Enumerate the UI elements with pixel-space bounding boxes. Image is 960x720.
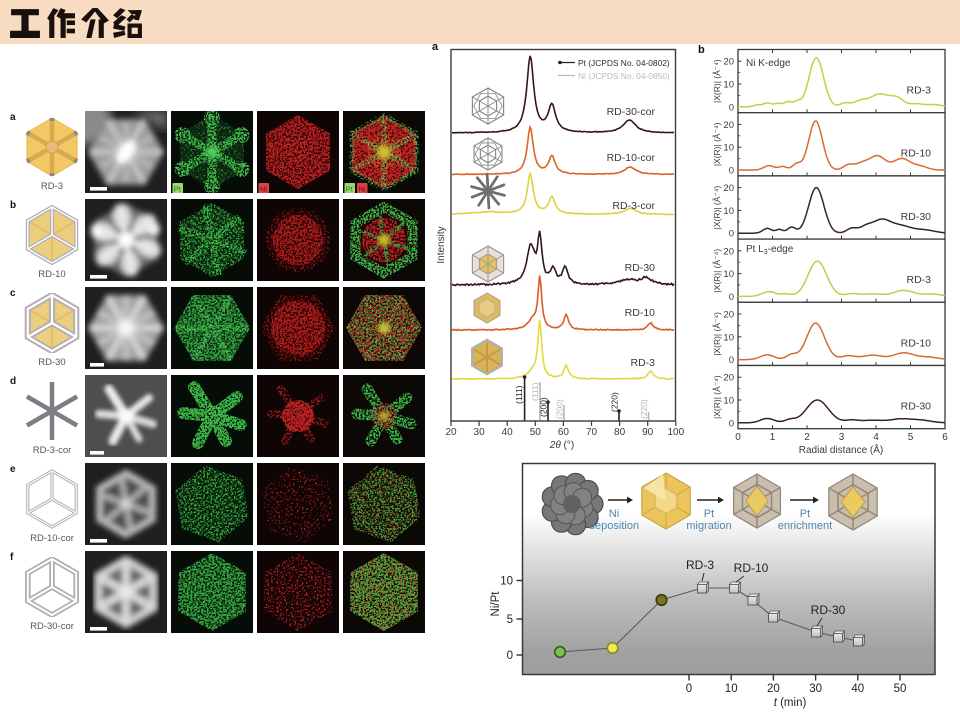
- svg-text:100: 100: [667, 427, 684, 438]
- svg-text:RD-3: RD-3: [686, 558, 714, 572]
- svg-text:2: 2: [804, 432, 810, 443]
- svg-text:20: 20: [723, 310, 734, 321]
- svg-text:10: 10: [725, 683, 738, 695]
- svg-text:0: 0: [686, 683, 692, 695]
- svg-text:1: 1: [770, 432, 776, 443]
- svg-text:RD-30: RD-30: [811, 603, 846, 617]
- svg-text:|X(R)| (Å⁻⁴): |X(R)| (Å⁻⁴): [712, 312, 722, 356]
- svg-text:|X(R)| (Å⁻⁴): |X(R)| (Å⁻⁴): [712, 59, 722, 103]
- svg-text:(200): (200): [539, 397, 549, 417]
- svg-text:RD-3-cor: RD-3-cor: [612, 200, 655, 212]
- svg-text:10: 10: [723, 396, 734, 407]
- svg-text:t (min): t (min): [774, 697, 807, 709]
- svg-text:Ni/Pt: Ni/Pt: [490, 591, 502, 617]
- svg-text:Pt: Pt: [800, 508, 810, 520]
- svg-text:enrichment: enrichment: [778, 520, 832, 532]
- svg-text:20: 20: [723, 57, 734, 68]
- svg-text:5: 5: [507, 614, 513, 626]
- svg-text:10: 10: [500, 576, 513, 588]
- svg-text:0: 0: [729, 418, 734, 429]
- svg-text:Ni K-edge: Ni K-edge: [746, 58, 791, 69]
- svg-text:RD-3: RD-3: [906, 274, 931, 286]
- svg-text:Ni: Ni: [260, 185, 267, 194]
- svg-text:10: 10: [723, 206, 734, 217]
- svg-text:RD-3: RD-3: [906, 85, 931, 97]
- svg-text:0: 0: [507, 650, 513, 662]
- svg-text:20: 20: [723, 183, 734, 194]
- svg-text:10: 10: [723, 332, 734, 343]
- svg-text:70: 70: [586, 427, 598, 438]
- svg-text:0: 0: [729, 292, 734, 303]
- svg-text:Ni: Ni: [359, 185, 366, 194]
- svg-text:Ni: Ni: [609, 508, 619, 520]
- svg-text:2θ (°): 2θ (°): [549, 440, 574, 451]
- svg-text:3: 3: [839, 432, 845, 443]
- svg-text:RD-10: RD-10: [901, 148, 932, 160]
- svg-text:30: 30: [474, 427, 486, 438]
- svg-text:10: 10: [723, 143, 734, 154]
- svg-text:40: 40: [502, 427, 514, 438]
- svg-text:Pt: Pt: [704, 508, 714, 520]
- svg-text:30: 30: [809, 683, 822, 695]
- svg-text:(111): (111): [530, 382, 540, 401]
- svg-text:5: 5: [908, 432, 914, 443]
- svg-text:10: 10: [723, 269, 734, 280]
- svg-text:0: 0: [735, 432, 741, 443]
- svg-text:4: 4: [873, 432, 879, 443]
- svg-text:RD-10: RD-10: [625, 307, 656, 319]
- svg-text:migration: migration: [686, 520, 731, 532]
- svg-text:50: 50: [894, 683, 907, 695]
- svg-text:0: 0: [729, 166, 734, 177]
- svg-text:Pt L3-edge: Pt L3-edge: [746, 244, 794, 256]
- svg-text:RD-30-cor: RD-30-cor: [607, 106, 656, 118]
- svg-text:Pt: Pt: [346, 185, 354, 194]
- svg-text:Radial distance (Å): Radial distance (Å): [799, 443, 883, 456]
- svg-text:RD-30: RD-30: [901, 401, 932, 413]
- svg-text:10: 10: [723, 80, 734, 91]
- svg-text:(200): (200): [555, 399, 565, 419]
- svg-text:RD-30: RD-30: [625, 262, 656, 274]
- svg-text:|X(R)| (Å⁻⁴): |X(R)| (Å⁻⁴): [712, 375, 722, 419]
- svg-text:20: 20: [445, 427, 457, 438]
- svg-text:Ni (JCPDS No. 04-0850): Ni (JCPDS No. 04-0850): [578, 71, 670, 81]
- svg-text:6: 6: [942, 432, 948, 443]
- svg-text:RD-10: RD-10: [734, 561, 769, 575]
- svg-text:deposition: deposition: [589, 520, 639, 532]
- svg-text:20: 20: [723, 373, 734, 384]
- svg-text:RD-3: RD-3: [630, 357, 655, 369]
- svg-text:80: 80: [614, 427, 626, 438]
- svg-text:RD-10-cor: RD-10-cor: [607, 152, 656, 164]
- svg-text:0: 0: [729, 102, 734, 113]
- svg-text:RD-30: RD-30: [901, 211, 932, 223]
- svg-text:60: 60: [558, 427, 570, 438]
- svg-text:20: 20: [767, 683, 780, 695]
- svg-text:RD-10: RD-10: [901, 337, 932, 349]
- svg-text:50: 50: [530, 427, 542, 438]
- svg-text:|X(R)| (Å⁻⁴): |X(R)| (Å⁻⁴): [712, 249, 722, 293]
- svg-text:0: 0: [729, 229, 734, 240]
- svg-text:b: b: [698, 44, 705, 56]
- svg-text:|X(R)| (Å⁻⁴): |X(R)| (Å⁻⁴): [712, 122, 722, 166]
- svg-text:Intensity: Intensity: [436, 226, 447, 263]
- svg-text:(111): (111): [514, 385, 524, 404]
- svg-text:90: 90: [642, 427, 654, 438]
- svg-text:40: 40: [851, 683, 864, 695]
- svg-text:a: a: [432, 41, 439, 53]
- svg-text:Pt (JCPDS No. 04-0802): Pt (JCPDS No. 04-0802): [578, 58, 670, 68]
- svg-text:(220): (220): [639, 399, 649, 419]
- svg-text:0: 0: [729, 355, 734, 366]
- svg-text:20: 20: [723, 246, 734, 257]
- svg-text:Pt: Pt: [174, 185, 182, 194]
- svg-text:20: 20: [723, 120, 734, 131]
- svg-text:|X(R)| (Å⁻⁴): |X(R)| (Å⁻⁴): [712, 185, 722, 229]
- svg-text:(220): (220): [610, 392, 620, 412]
